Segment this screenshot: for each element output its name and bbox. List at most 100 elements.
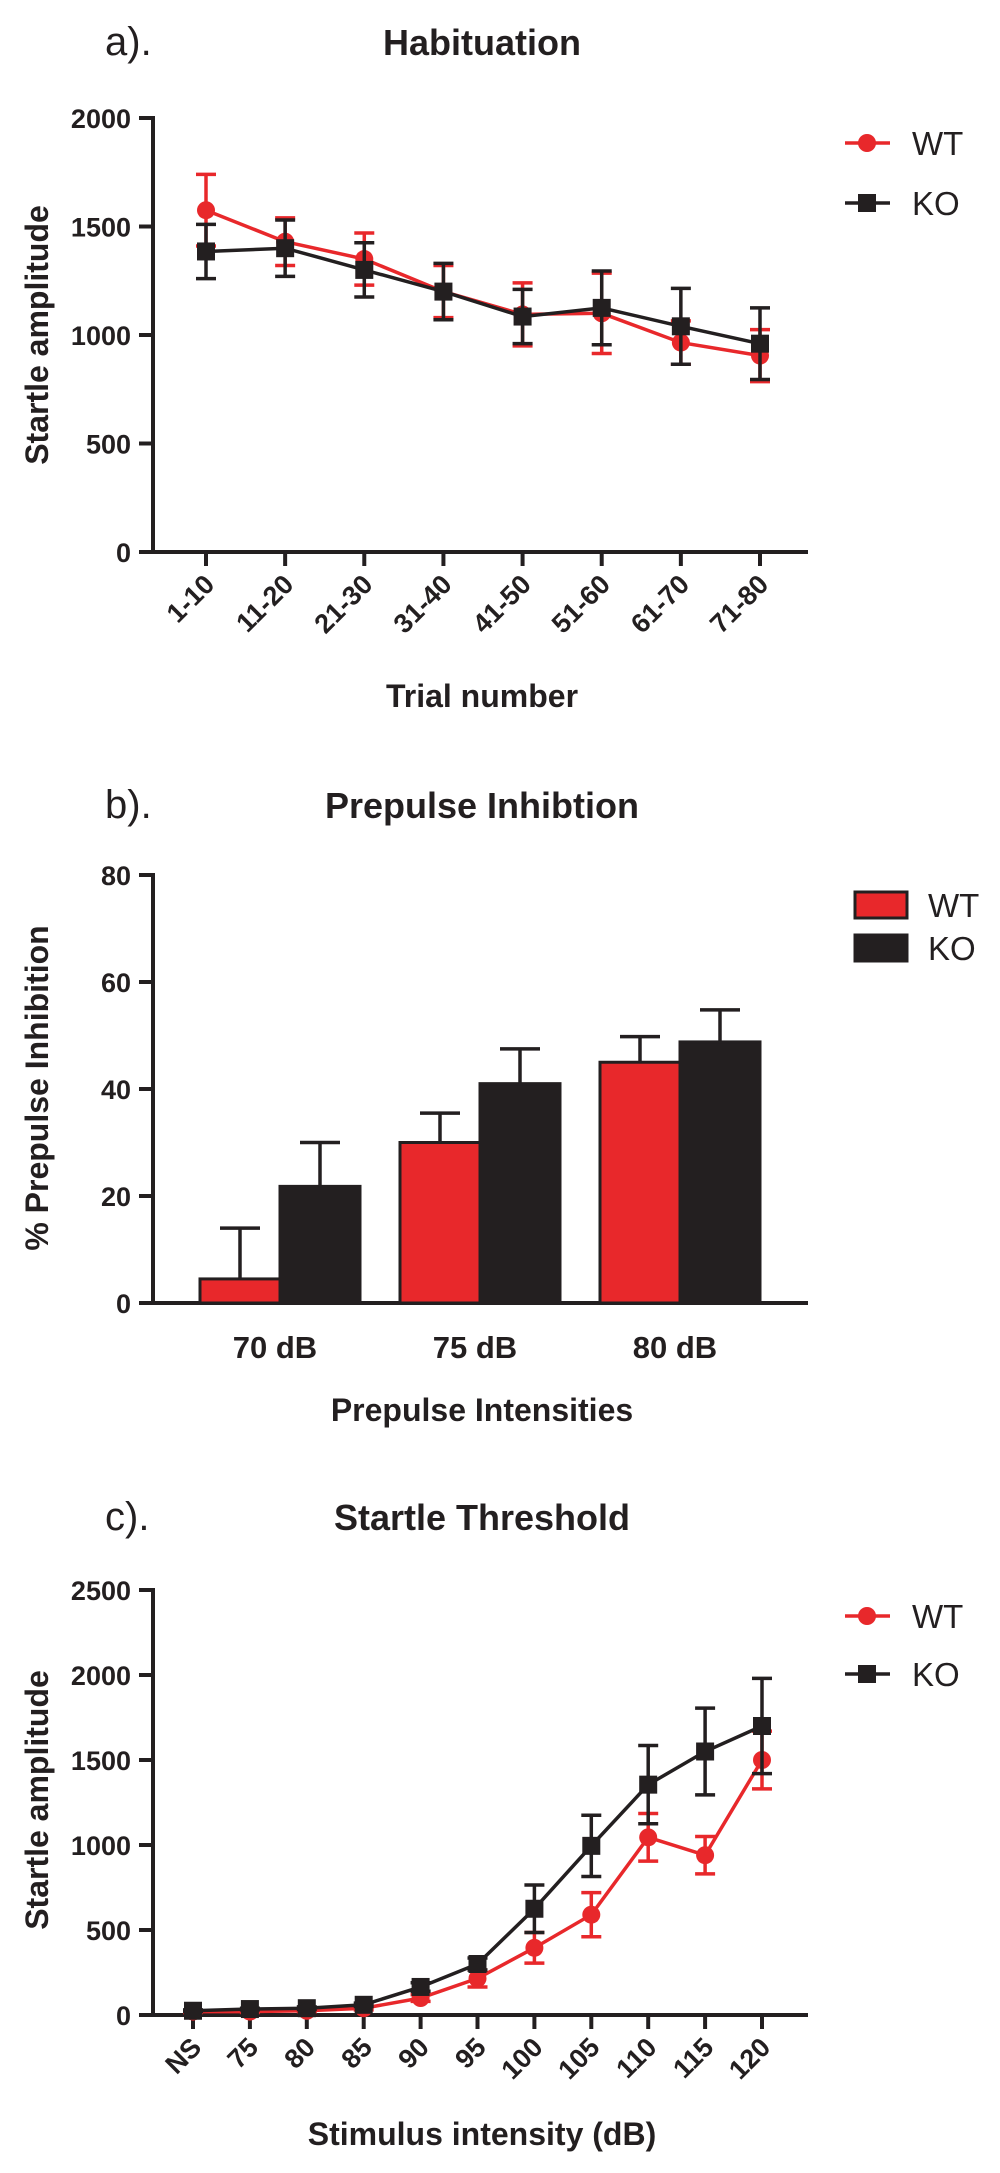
- x-tick-label: 85: [335, 2032, 377, 2074]
- y-tick-label: 2500: [71, 1576, 131, 1606]
- data-point: [639, 1828, 658, 1847]
- legend-item-wt: WT: [845, 125, 963, 162]
- y-tick-label: 1000: [71, 1831, 131, 1861]
- data-point: [696, 1846, 715, 1865]
- chart-title: Habituation: [383, 22, 581, 63]
- x-tick-label: NS: [160, 2032, 208, 2080]
- y-tick-label: 60: [101, 968, 131, 998]
- data-point: [468, 1955, 487, 1973]
- series-line: [205, 246, 761, 346]
- x-tick-label: 75 dB: [433, 1330, 517, 1365]
- y-axis-label: Startle amplitude: [19, 205, 55, 465]
- data-point: [197, 242, 215, 261]
- y-tick-label: 2000: [71, 104, 131, 134]
- legend-marker: [858, 134, 876, 152]
- x-tick-label: 61-70: [625, 569, 695, 639]
- data-point: [513, 307, 532, 326]
- x-tick-label: 115: [667, 2032, 719, 2084]
- legend-label: WT: [912, 1598, 963, 1635]
- y-tick-label: 40: [101, 1075, 131, 1105]
- legend-marker: [858, 1607, 876, 1625]
- series-ko: [183, 1676, 772, 2020]
- y-tick-label: 1500: [71, 213, 131, 243]
- data-point: [240, 2000, 259, 2019]
- y-tick-label: 1500: [71, 1746, 131, 1776]
- data-point: [355, 260, 374, 279]
- x-tick-label: 1-10: [161, 569, 220, 628]
- data-point: [411, 1977, 430, 1996]
- x-axis-label: Trial number: [386, 678, 578, 714]
- x-tick-label: 100: [496, 2032, 549, 2085]
- legend-item-ko: KO: [845, 185, 960, 222]
- data-point: [582, 1905, 601, 1924]
- data-point: [592, 298, 611, 317]
- data-point: [468, 1969, 487, 1988]
- data-point: [297, 1999, 316, 2018]
- bar: [478, 1082, 562, 1305]
- bar: [598, 1060, 682, 1305]
- chart-title: Prepulse Inhibtion: [325, 785, 639, 826]
- legend-label: KO: [912, 185, 960, 222]
- panel-label: a).: [105, 20, 152, 64]
- bar: [678, 1040, 762, 1305]
- x-tick-label: 21-30: [308, 569, 378, 639]
- y-axis-label: % Prepulse Inhibition: [19, 925, 55, 1250]
- chart-b: 0 20 40 60 80 b). Prepulse Inhibtion Prepulse I…: [19, 783, 979, 1428]
- data-point: [354, 1995, 373, 2014]
- x-tick-label: 41-50: [467, 569, 537, 639]
- x-tick-label: 11-20: [230, 569, 299, 638]
- x-axis-label: Prepulse Intensities: [331, 1392, 633, 1428]
- y-tick-label: 500: [86, 430, 131, 460]
- data-point: [525, 1938, 544, 1957]
- x-tick-label: 31-40: [388, 569, 458, 639]
- x-tick-label: 75: [222, 2032, 264, 2074]
- bar: [278, 1184, 362, 1305]
- data-point: [184, 2001, 202, 2020]
- x-axis-label: Stimulus intensity (dB): [308, 2116, 656, 2152]
- y-tick-label: 0: [116, 2001, 131, 2031]
- x-tick-label: 90: [392, 2032, 434, 2074]
- x-tick-label: 105: [552, 2032, 605, 2085]
- legend-item-ko: KO: [853, 930, 976, 967]
- panel-label: b).: [105, 783, 152, 827]
- x-tick-label: 70 dB: [233, 1330, 317, 1365]
- panel-label: c).: [105, 1495, 149, 1539]
- data-point: [671, 317, 690, 336]
- series-wt: [183, 1729, 772, 2021]
- bar: [198, 1277, 282, 1305]
- x-tick-label: 51-60: [546, 569, 616, 639]
- y-axis-label: Startle amplitude: [19, 1670, 55, 1930]
- data-point: [197, 201, 215, 220]
- legend-item-wt: WT: [853, 887, 979, 924]
- x-tick-label: 80: [279, 2032, 321, 2074]
- data-point: [751, 334, 769, 353]
- x-tick-label: 71-80: [704, 569, 774, 639]
- data-point: [276, 239, 295, 258]
- legend-item-ko: KO: [845, 1656, 960, 1693]
- data-point: [582, 1836, 601, 1855]
- legend-marker: [858, 194, 876, 212]
- legend-label: KO: [912, 1656, 960, 1693]
- chart-a: 0 500 1000 1500 2000 a). Habituation Trial numb…: [19, 20, 963, 714]
- series-wt: [198, 1034, 682, 1305]
- legend-swatch: [853, 933, 909, 963]
- y-tick-label: 2000: [71, 1661, 131, 1691]
- data-point: [639, 1775, 658, 1794]
- y-tick-label: 0: [116, 1289, 131, 1319]
- legend-swatch: [853, 890, 909, 920]
- y-tick-label: 20: [101, 1182, 131, 1212]
- bar: [398, 1141, 482, 1305]
- y-tick-label: 0: [116, 538, 131, 568]
- x-tick-label: 120: [723, 2032, 776, 2085]
- series-ko: [196, 218, 770, 382]
- chart-c: 0 500 1000 1500 2000 2500 c). Startle Threshold…: [19, 1495, 963, 2152]
- legend-label: KO: [928, 930, 976, 967]
- series-ko: [278, 1008, 762, 1305]
- x-tick-label: 80 dB: [633, 1330, 717, 1365]
- y-tick-label: 1000: [71, 321, 131, 351]
- y-tick-label: 80: [101, 861, 131, 891]
- x-tick-label: 110: [610, 2032, 662, 2084]
- data-point: [434, 282, 453, 301]
- data-point: [753, 1717, 771, 1735]
